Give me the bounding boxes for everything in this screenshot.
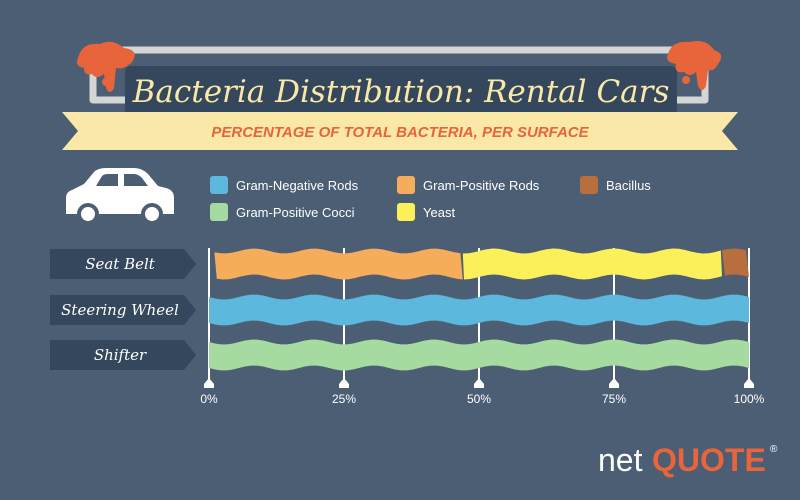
row-label-steering-wheel: Steering Wheel	[61, 301, 179, 319]
tick-label-2: 50%	[467, 392, 491, 406]
tick-label-4: 100%	[734, 392, 765, 406]
page-title: Bacteria Distribution: Rental Cars	[132, 74, 670, 110]
bar-seat-belt-gram-positive-rods	[214, 248, 463, 280]
tick-marker-1	[339, 378, 349, 388]
tick-marker-0	[204, 378, 214, 388]
tick-label-1: 25%	[332, 392, 356, 406]
paint-drip-right	[667, 41, 722, 90]
legend-label-gram-negative-rods: Gram-Negative Rods	[236, 178, 359, 193]
legend-swatch-yeast	[397, 203, 415, 221]
legend: Gram-Negative Rods Gram-Positive Rods Baci…	[210, 176, 651, 221]
brand-mark: ®	[770, 444, 778, 455]
bar-shifter-gram-positive-cocci	[209, 339, 749, 371]
legend-swatch-gram-negative-rods	[210, 176, 228, 194]
car-icon	[66, 168, 174, 225]
bar-seat-belt-bacillus	[722, 248, 749, 277]
tick-marker-2	[474, 378, 484, 388]
legend-label-gram-positive-rods: Gram-Positive Rods	[423, 178, 540, 193]
legend-label-yeast: Yeast	[423, 205, 455, 220]
bar-rows: Seat Belt Steering Wheel Shifter	[50, 248, 749, 371]
row-label-tag-shifter	[50, 340, 196, 370]
title-board	[125, 66, 677, 118]
bar-seat-belt-yeast	[462, 248, 722, 280]
row-label-shifter: Shifter	[94, 346, 147, 364]
legend-label-gram-positive-cocci: Gram-Positive Cocci	[236, 205, 355, 220]
brand-prefix: net	[598, 442, 643, 478]
row-label-tag-seat-belt	[50, 249, 196, 279]
brand-logo: net QUOTE ®	[598, 442, 778, 478]
stacked-bar-chart: Seat Belt Steering Wheel Shifter 0% 25% 50% 7…	[50, 248, 765, 406]
legend-swatch-bacillus	[580, 176, 598, 194]
brand-name: QUOTE	[652, 442, 766, 478]
row-label-seat-belt: Seat Belt	[85, 255, 156, 273]
banner-frame	[89, 46, 709, 104]
paint-drop-left	[102, 78, 110, 86]
legend-label-bacillus: Bacillus	[606, 178, 651, 193]
x-axis-ticks: 0% 25% 50% 75% 100%	[200, 378, 765, 406]
legend-swatch-gram-positive-rods	[397, 176, 415, 194]
tick-label-0: 0%	[200, 392, 218, 406]
subtitle-ribbon	[62, 112, 738, 150]
tick-marker-3	[609, 378, 619, 388]
paint-drip-left	[76, 41, 135, 92]
bar-steering-wheel-gram-negative-rods	[209, 294, 749, 326]
header-banner: Bacteria Distribution: Rental Cars PERCE…	[62, 41, 738, 150]
tick-marker-4	[744, 378, 754, 388]
page-subtitle: PERCENTAGE OF TOTAL BACTERIA, PER SURFAC…	[211, 124, 589, 141]
tick-label-3: 75%	[602, 392, 626, 406]
paint-drop-right	[682, 76, 690, 84]
legend-swatch-gram-positive-cocci	[210, 203, 228, 221]
row-label-tag-steering-wheel	[50, 295, 196, 325]
